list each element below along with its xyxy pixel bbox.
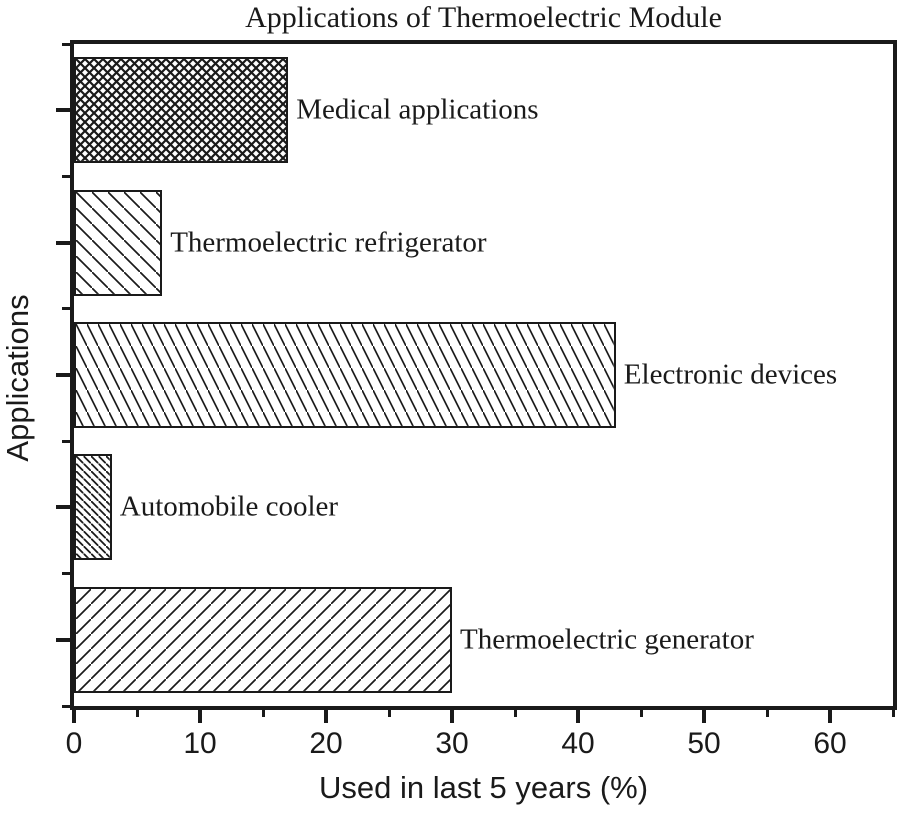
x-minor-tick [639, 706, 643, 717]
y-minor-tick [62, 572, 74, 576]
bar-hatch [76, 324, 614, 426]
x-major-tick [576, 706, 580, 723]
bar-label-automobile-cooler: Automobile cooler [119, 490, 339, 523]
x-minor-tick [891, 706, 895, 717]
bar-hatch [76, 191, 161, 294]
y-minor-tick [62, 174, 74, 178]
x-tick-label: 10 [183, 727, 217, 760]
x-minor-tick [387, 706, 391, 717]
y-major-tick [56, 240, 74, 245]
y-minor-tick [62, 439, 74, 443]
bar-hatch [76, 59, 287, 162]
x-minor-tick [765, 706, 769, 717]
x-minor-tick [261, 706, 265, 717]
y-minor-tick [62, 704, 74, 708]
y-minor-tick [62, 307, 74, 311]
x-major-tick [198, 706, 202, 723]
bar-electronic-devices [74, 322, 616, 428]
x-minor-tick [135, 706, 139, 717]
x-major-tick [324, 706, 328, 723]
x-tick-label: 50 [687, 727, 721, 760]
x-major-tick [72, 706, 76, 723]
x-minor-tick [513, 706, 517, 717]
y-major-tick [56, 373, 74, 377]
bar-thermoelectric-refrigerator [74, 189, 163, 296]
x-major-tick [828, 706, 832, 723]
bar-label-thermoelectric-generator: Thermoelectric generator [460, 623, 754, 656]
y-major-tick [56, 505, 74, 510]
x-tick-label: 20 [309, 727, 343, 760]
y-axis-label: Applications [0, 294, 35, 462]
bar-hatch [76, 456, 110, 559]
chart-title: Applications of Thermoelectric Module [245, 1, 722, 34]
x-major-tick [702, 706, 706, 723]
x-tick-label: 40 [561, 727, 595, 760]
bar-automobile-cooler [74, 454, 112, 561]
bar-label-medical-applications: Medical applications [296, 93, 539, 126]
bar-thermoelectric-generator [74, 586, 452, 693]
y-minor-tick [62, 42, 74, 46]
bar-medical-applications [74, 57, 289, 164]
x-major-tick [450, 706, 454, 723]
x-tick-label: 60 [813, 727, 847, 760]
bar-label-thermoelectric-refrigerator: Thermoelectric refrigerator [170, 226, 487, 259]
y-major-tick [56, 637, 74, 642]
y-major-tick [56, 108, 74, 113]
x-axis-label: Used in last 5 years (%) [318, 770, 649, 805]
bar-hatch [76, 588, 450, 691]
bar-label-electronic-devices: Electronic devices [623, 358, 838, 391]
x-tick-label: 0 [65, 727, 83, 760]
plot-area [70, 40, 897, 710]
x-tick-label: 30 [435, 727, 469, 760]
